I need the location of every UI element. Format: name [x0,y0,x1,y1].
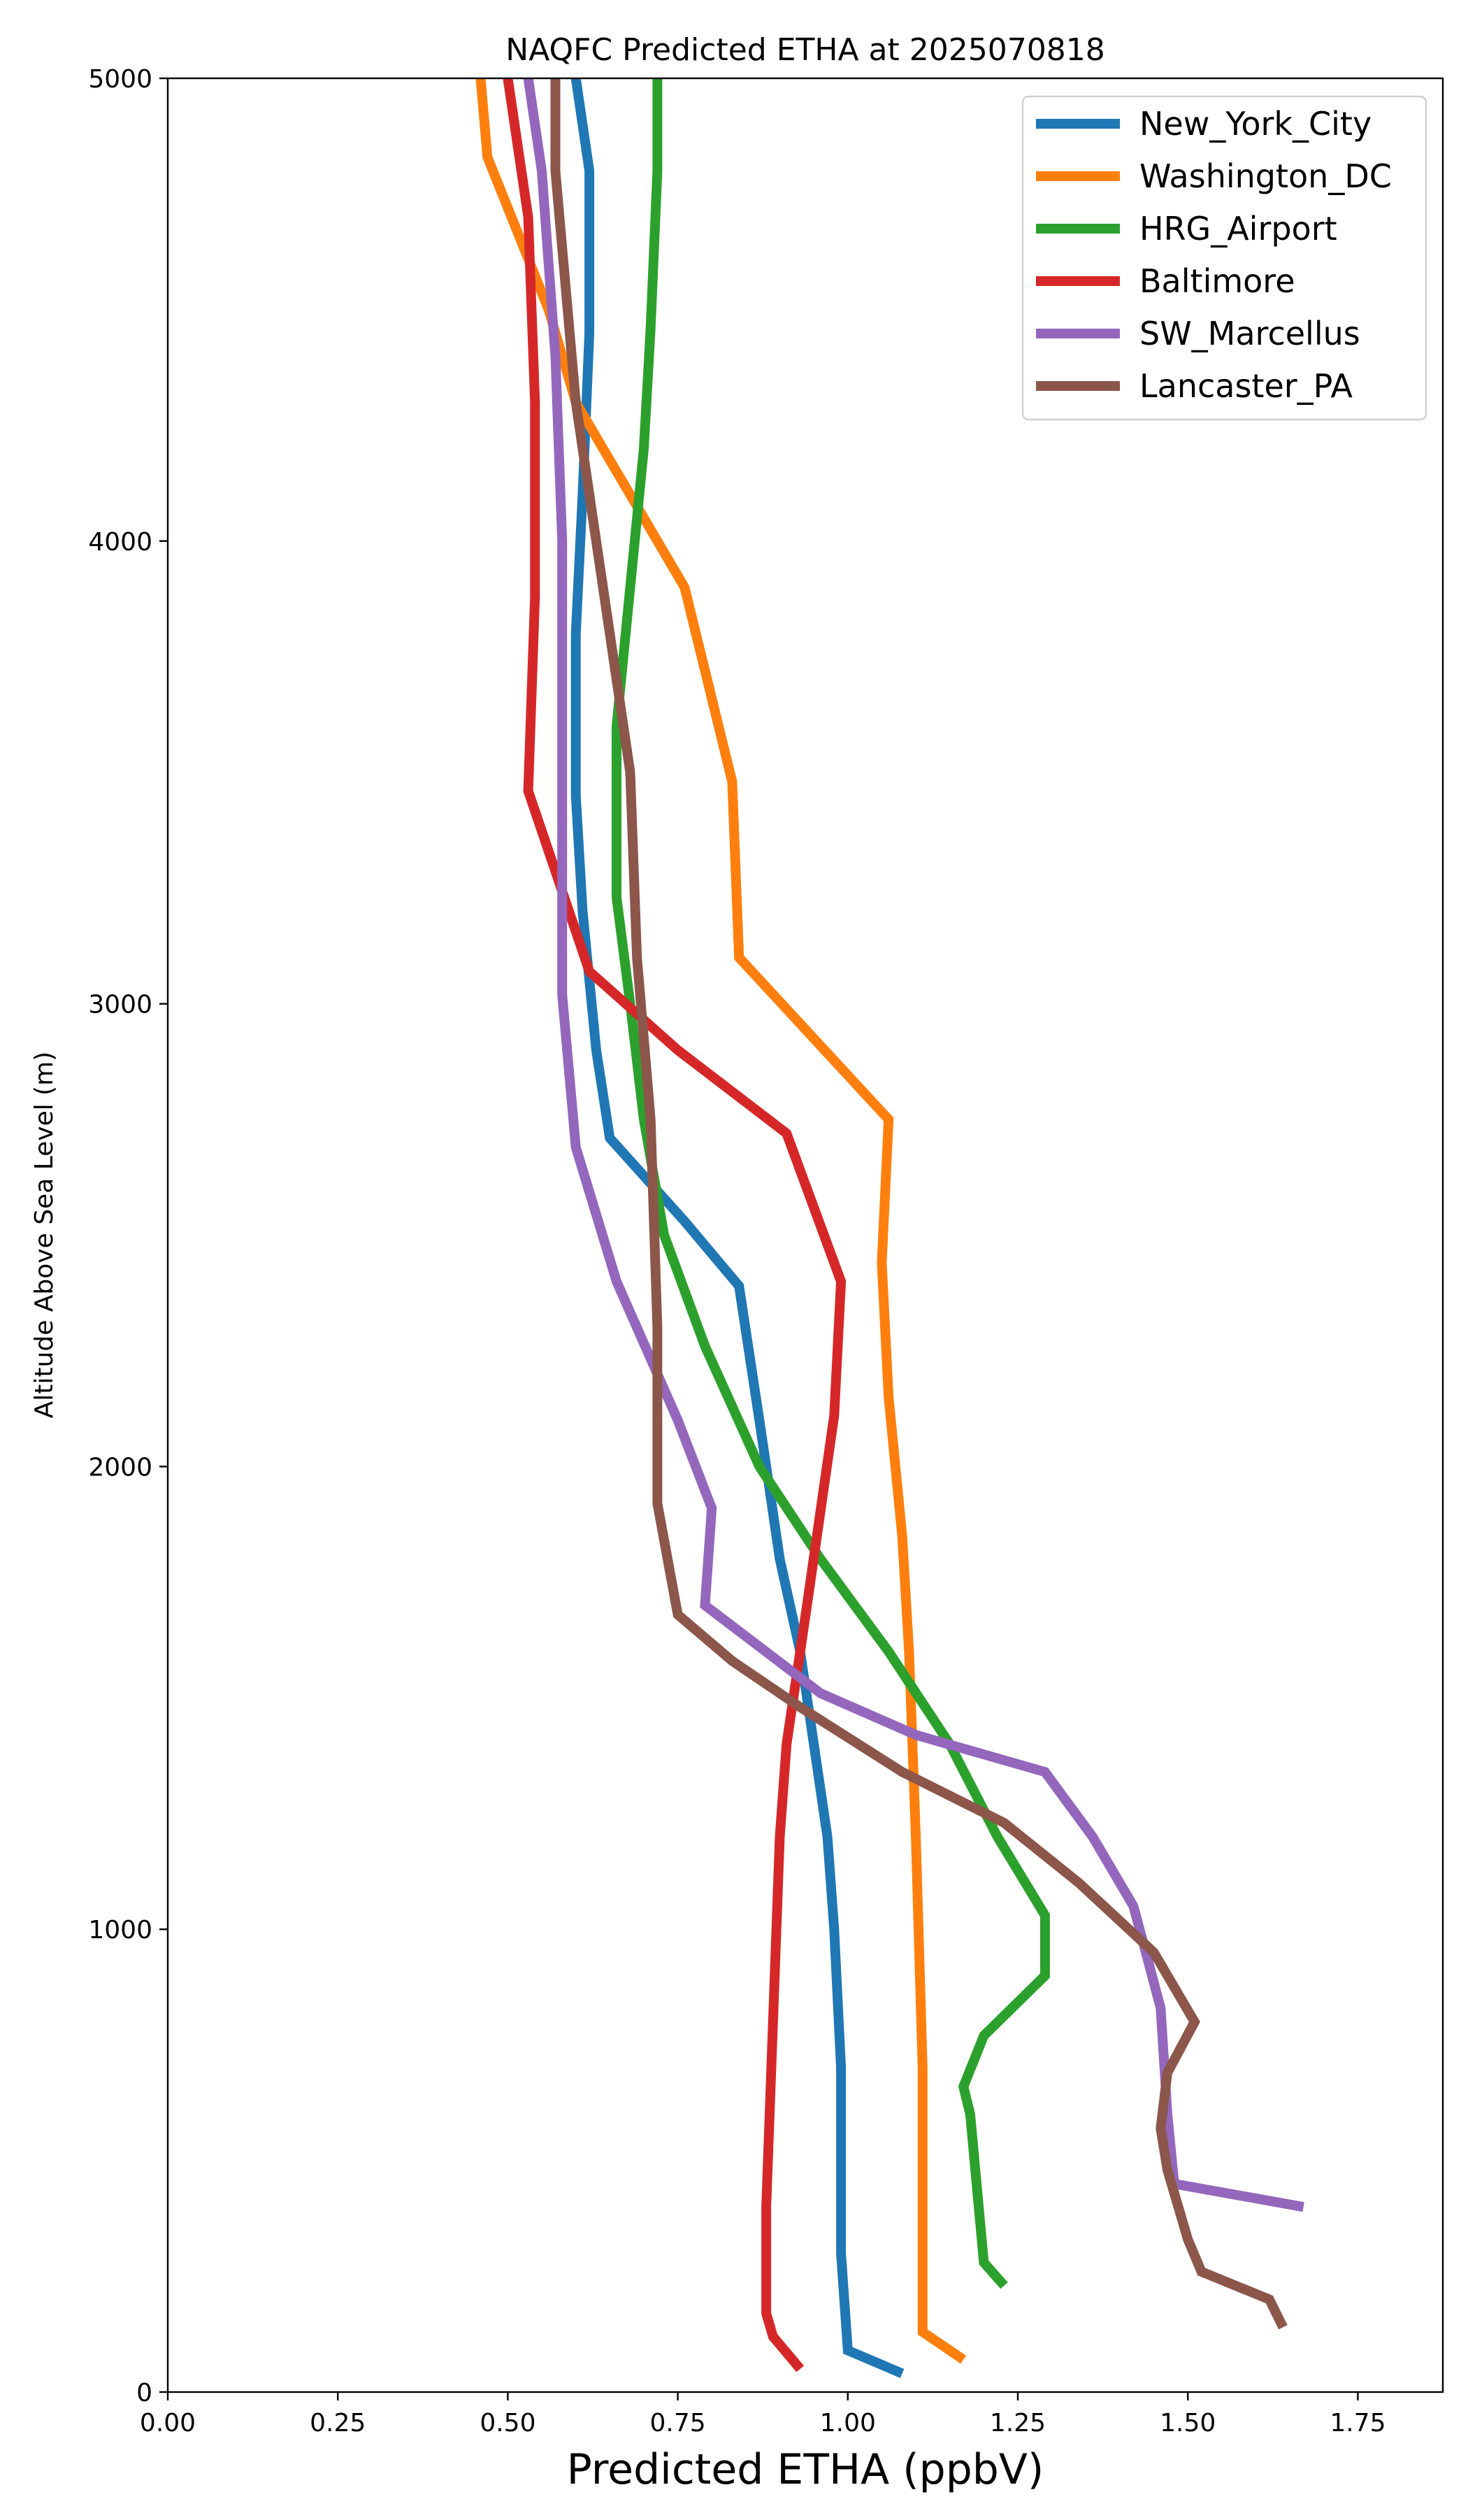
x-tick-label: 1.75 [1330,2409,1386,2437]
y-tick-label: 5000 [88,65,152,94]
x-tick-label: 0.50 [480,2409,535,2437]
x-tick-label: 0.75 [650,2409,706,2437]
y-tick-label: 4000 [88,528,152,557]
y-tick-label: 0 [136,2379,152,2407]
x-tick-label: 1.25 [990,2409,1046,2437]
legend-label-lancaster-pa: Lancaster_PA [1139,367,1353,405]
legend-label-hrg-airport: HRG_Airport [1139,210,1337,248]
y-tick-label: 2000 [88,1453,152,1482]
legend-label-baltimore: Baltimore [1139,262,1295,300]
x-tick-label: 1.00 [820,2409,876,2437]
y-axis-ticks: 0 1000 2000 3000 4000 5000 [88,65,168,2407]
legend-frame [1021,95,1427,421]
x-tick-label: 0.25 [310,2409,366,2437]
x-axis-ticks: 0.00 0.25 0.50 0.75 1.00 1.25 1.50 1.75 [140,2392,1386,2437]
series-line-lancaster-pa [550,78,1288,2330]
series-line-baltimore [503,78,847,2372]
legend-label-new-york-city: New_York_City [1139,105,1372,143]
series-line-sw-marcellus [523,78,1304,2212]
plot-frame [166,77,1444,2393]
x-tick-label: 0.00 [140,2409,196,2437]
legend: New_York_City Washington_DC HRG_Airport Bal… [1021,95,1427,421]
y-tick-label: 3000 [88,991,152,1019]
x-axis-label: Predicted ETHA (ppbV) [567,2445,1044,2494]
y-axis-label: Altitude Above Sea Level (m) [30,1052,59,1419]
x-tick-label: 1.50 [1160,2409,1216,2437]
chart-title: NAQFC Predicted ETHA at 2025070818 [505,32,1104,68]
series-line-new-york-city [570,78,905,2378]
y-tick-label: 1000 [88,1916,152,1945]
series-line-hrg-airport [612,78,1050,2289]
legend-label-sw-marcellus: SW_Marcellus [1139,315,1360,352]
series-line-washington-dc [475,78,967,2364]
legend-label-washington-dc: Washington_DC [1139,157,1392,195]
series-layer [475,78,1304,2378]
